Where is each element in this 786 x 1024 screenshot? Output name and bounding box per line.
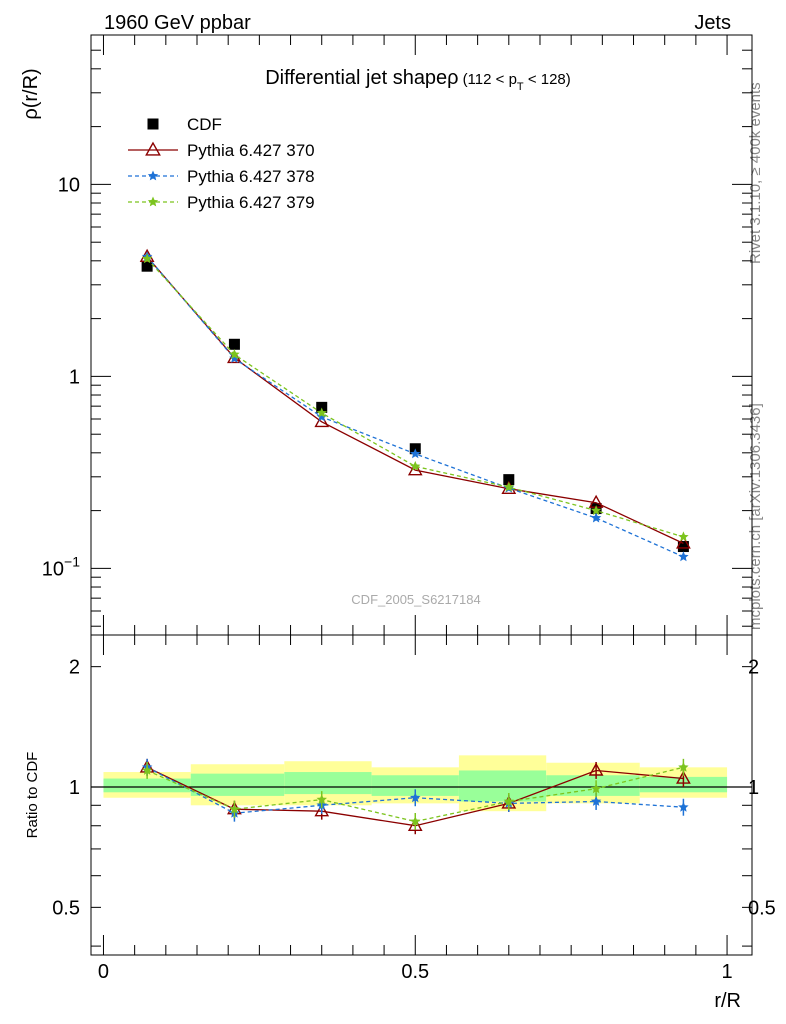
data-point-cdf — [316, 401, 328, 413]
analysis-watermark: CDF_2005_S6217184 — [351, 592, 480, 607]
legend-label-p378: Pythia 6.427 378 — [187, 167, 315, 186]
ratio-point-p379 — [678, 761, 689, 772]
uncertainty-band-inner — [103, 778, 191, 793]
data-point-p378 — [590, 512, 602, 523]
plot-title: Differential jet shapeρ (112 < pT < 128) — [265, 67, 571, 93]
y-axis-label-main: ρ(r/R) — [20, 68, 42, 119]
ratio-y-tick-label-right: 0.5 — [748, 897, 776, 919]
ratio-point-p379 — [503, 796, 514, 806]
data-point-p379 — [229, 349, 240, 359]
legend-marker-cdf — [147, 118, 159, 130]
x-tick-label: 0 — [98, 961, 109, 983]
x-tick-label: 0.5 — [401, 961, 429, 983]
legend-marker-p378 — [147, 170, 159, 181]
data-point-cdf — [677, 541, 689, 553]
legend-marker-p370 — [145, 141, 161, 156]
ratio-plot-panel: 2 2 1 1 0.5 0.5 0 0.5 1 Ratio to CDF r/R — [24, 634, 776, 1012]
data-point-p378 — [678, 551, 689, 562]
ratio-y-tick-label: 2 — [69, 657, 80, 679]
y-tick-label-base: 10 — [58, 174, 80, 196]
data-point-p370 — [676, 535, 691, 549]
ratio-point-p378 — [410, 792, 421, 803]
ratio-plot-marks: 2 2 1 1 0.5 0.5 0 0.5 1 — [52, 635, 776, 983]
header-right: Jets — [694, 12, 731, 34]
y-tick-label-base: 10 — [42, 558, 64, 580]
data-point-p379 — [141, 253, 153, 264]
rivet-label: Rivet 3.1.10, ≥ 400k events — [747, 82, 764, 264]
y-tick-label: 10−1 — [42, 553, 80, 580]
data-point-p379 — [678, 531, 689, 542]
data-point-cdf — [228, 338, 240, 350]
legend-label-p379: Pythia 6.427 379 — [187, 193, 315, 212]
ratio-plot-frame — [90, 634, 753, 956]
series-line-p378 — [146, 256, 684, 558]
data-point-p379 — [410, 460, 421, 471]
uncertainty-band-inner — [190, 773, 285, 796]
data-point-p379 — [316, 407, 327, 418]
y-tick-label: 1 — [69, 366, 80, 388]
ratio-point-p379 — [229, 803, 240, 814]
legend-marker-p379 — [147, 196, 159, 207]
data-point-cdf — [141, 260, 153, 272]
y-axis-label-ratio: Ratio to CDF — [24, 752, 41, 839]
series-line-p370 — [146, 256, 684, 544]
ratio-y-tick-label-right: 1 — [748, 777, 759, 799]
uncertainty-band-inner — [284, 772, 372, 795]
uncertainty-band-inner — [371, 775, 459, 796]
data-point-p378 — [410, 448, 421, 459]
y-tick-label-base: 1 — [69, 366, 80, 388]
ratio-point-p379 — [141, 765, 153, 775]
y-tick-label-exponent: −1 — [64, 553, 80, 569]
legend-label-cdf: CDF — [187, 115, 222, 134]
series-line-p379 — [146, 258, 684, 538]
ratio-point-p378 — [678, 801, 689, 812]
ratio-point-p379 — [590, 783, 602, 794]
mcplots-label: mcplots.cern.ch [arXiv:1306.3436] — [747, 403, 764, 630]
ratio-y-tick-label: 0.5 — [52, 897, 80, 919]
ratio-point-p379 — [316, 794, 327, 805]
data-point-p370 — [407, 462, 423, 476]
data-point-cdf — [503, 474, 515, 486]
ratio-y-tick-label-right: 2 — [748, 657, 759, 679]
ratio-point-p378 — [590, 796, 602, 806]
ratio-point-p379 — [410, 816, 421, 826]
data-point-p378 — [229, 353, 240, 363]
data-point-p378 — [316, 411, 327, 422]
ratio-point-p370 — [676, 770, 691, 784]
y-tick-label: 10 — [58, 174, 80, 196]
ratio-point-p370 — [314, 803, 330, 817]
data-point-p379 — [503, 481, 514, 492]
legend-label-p370: Pythia 6.427 370 — [187, 141, 315, 160]
ratio-y-tick-label: 1 — [69, 777, 80, 799]
ratio-point-p370 — [588, 762, 604, 776]
uncertainty-band-inner — [458, 770, 547, 802]
x-tick-label: 1 — [721, 961, 732, 983]
data-point-p379 — [590, 505, 602, 516]
ratio-point-p370 — [407, 817, 423, 831]
legend: CDF Pythia 6.427 370 Pythia 6.427 378 Pythi… — [128, 115, 315, 212]
x-axis-label: r/R — [714, 990, 741, 1012]
header-left: 1960 GeV ppbar — [104, 12, 251, 34]
